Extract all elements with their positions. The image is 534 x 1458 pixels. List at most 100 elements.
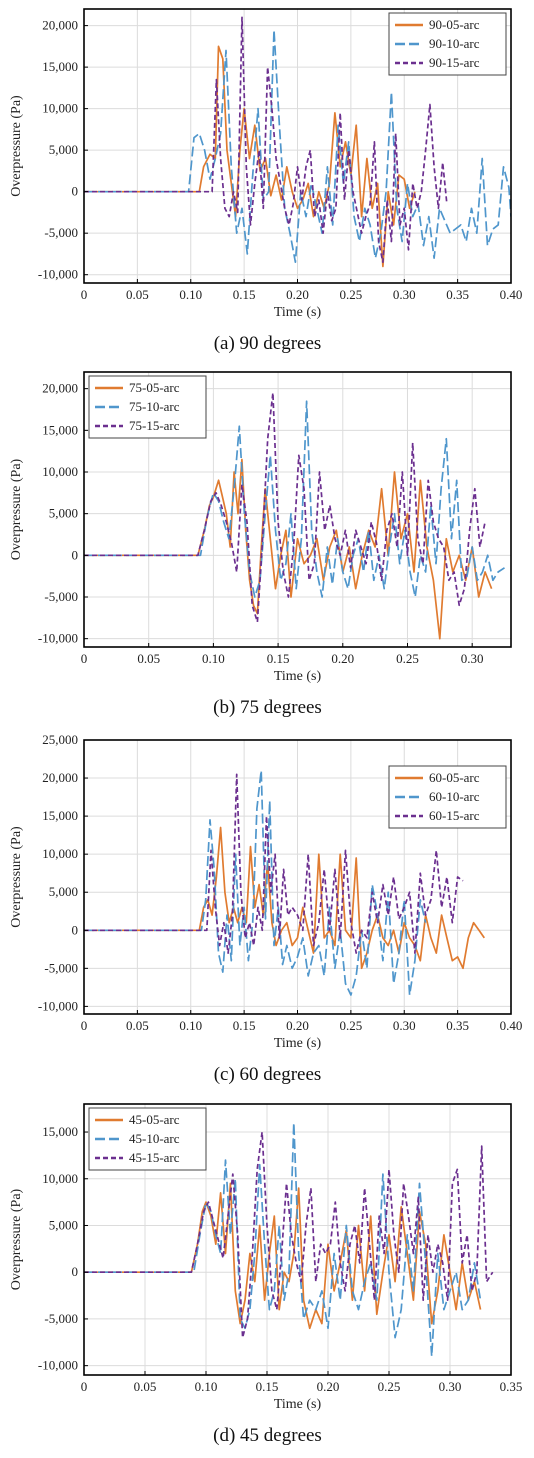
chart-caption: (d) 45 degrees <box>213 1425 322 1446</box>
plot-frame <box>83 371 512 648</box>
x-tick-label: 0.25 <box>378 1379 401 1394</box>
plot-frame <box>83 1103 512 1376</box>
legend: 60-05-arc 60-10-arc 60-15-arc <box>388 765 507 829</box>
y-tick-label: 0 <box>72 547 79 562</box>
series-line-45-05-arc <box>84 1182 482 1330</box>
y-tick-label: -10,000 <box>38 631 78 646</box>
y-tick-label: 15,000 <box>42 808 78 823</box>
y-tick-label: 0 <box>72 184 79 199</box>
series-line-90-10-arc <box>84 28 511 264</box>
x-tick-label: 0 <box>81 651 88 666</box>
y-tick-label: 20,000 <box>42 381 78 396</box>
x-tick-label: 0.40 <box>500 287 523 302</box>
y-tick-label: 10,000 <box>42 846 78 861</box>
y-tick-label: -5,000 <box>44 225 78 240</box>
x-tick-label: 0.25 <box>396 651 419 666</box>
y-axis-label: Overpressure (Pa) <box>9 826 24 928</box>
y-tick-label: 25,000 <box>42 732 78 747</box>
x-tick-label: 0 <box>81 1379 88 1394</box>
legend-entry: 45-05-arc <box>129 1112 180 1127</box>
legend: 45-05-arc 45-10-arc 45-15-arc <box>88 1107 207 1171</box>
x-tick-label: 0.05 <box>126 1018 149 1033</box>
series-line-60-15-arc <box>84 773 464 954</box>
x-tick-label: 0.15 <box>256 1379 279 1394</box>
x-tick-label: 0 <box>81 287 88 302</box>
y-tick-label: 5,000 <box>49 884 78 899</box>
x-tick-label: 0.15 <box>233 287 256 302</box>
series-line-75-15-arc <box>84 391 486 623</box>
x-tick-label: 0.35 <box>446 1018 469 1033</box>
x-tick-label: 0.15 <box>267 651 290 666</box>
y-tick-label: 10,000 <box>42 1171 78 1186</box>
x-tick-label: 0.30 <box>461 651 484 666</box>
y-tick-label: 15,000 <box>42 59 78 74</box>
x-tick-label: 0.10 <box>195 1379 218 1394</box>
x-tick-label: 0 <box>81 1018 88 1033</box>
y-tick-label: 20,000 <box>42 770 78 785</box>
legend-entry: 60-10-arc <box>429 789 480 804</box>
chart-caption: (a) 90 degrees <box>214 333 322 354</box>
y-axis-label: Overpressure (Pa) <box>9 458 24 560</box>
legend-box <box>88 375 207 439</box>
x-tick-label: 0.10 <box>202 651 225 666</box>
y-tick-label: 10,000 <box>42 464 78 479</box>
y-tick-label: 0 <box>72 1264 79 1279</box>
x-tick-label: 0.20 <box>286 287 309 302</box>
chart-panel-3: 0 0.05 0.10 0.15 0.20 0.25 0.30 0.35 -10,000 -5,0… <box>9 1103 522 1446</box>
legend-entry: 75-10-arc <box>129 399 180 414</box>
x-tick-label: 0.05 <box>126 287 149 302</box>
x-tick-label: 0.25 <box>340 287 363 302</box>
legend: 75-05-arc 75-10-arc 75-15-arc <box>88 375 207 439</box>
y-tick-label: -10,000 <box>38 1358 78 1373</box>
y-axis-label: Overpressure (Pa) <box>9 1188 24 1290</box>
x-axis-label: Time (s) <box>274 669 322 684</box>
x-tick-label: 0.30 <box>439 1379 462 1394</box>
y-tick-label: 20,000 <box>42 18 78 33</box>
y-tick-label: 5,000 <box>49 142 78 157</box>
x-tick-label: 0.05 <box>137 651 160 666</box>
y-tick-label: 10,000 <box>42 101 78 116</box>
legend: 90-05-arc 90-10-arc 90-15-arc <box>388 12 507 76</box>
series-line-45-10-arc <box>84 1121 482 1358</box>
x-tick-label: 0.05 <box>134 1379 157 1394</box>
y-tick-label: 5,000 <box>49 1217 78 1232</box>
y-tick-label: 15,000 <box>42 1124 78 1139</box>
x-axis-label: Time (s) <box>274 1397 322 1412</box>
series-line-90-05-arc <box>84 45 416 268</box>
legend-entry: 45-15-arc <box>129 1150 180 1165</box>
series-line-45-15-arc <box>84 1131 494 1339</box>
y-tick-label: -5,000 <box>44 1311 78 1326</box>
y-axis-label: Overpressure (Pa) <box>9 95 24 197</box>
legend-box <box>88 1107 207 1171</box>
legend-entry: 75-15-arc <box>129 418 180 433</box>
y-tick-label: 0 <box>72 922 79 937</box>
chart-caption: (c) 60 degrees <box>214 1064 322 1085</box>
x-tick-label: 0.10 <box>179 1018 202 1033</box>
legend-entry: 60-15-arc <box>429 808 480 823</box>
chart-panel-1: 0 0.05 0.10 0.15 0.20 0.25 0.30 -10,000 -5,000 0 5… <box>9 371 512 718</box>
legend-entry: 60-05-arc <box>429 770 480 785</box>
x-axis-label: Time (s) <box>274 305 322 320</box>
x-tick-label: 0.15 <box>233 1018 256 1033</box>
x-tick-label: 0.35 <box>446 287 469 302</box>
x-tick-label: 0.30 <box>393 1018 416 1033</box>
x-tick-label: 0.25 <box>340 1018 363 1033</box>
chart-caption: (b) 75 degrees <box>213 697 322 718</box>
legend-entry: 45-10-arc <box>129 1131 180 1146</box>
x-tick-label: 0.20 <box>331 651 354 666</box>
legend-box <box>388 12 507 76</box>
x-tick-label: 0.20 <box>286 1018 309 1033</box>
y-tick-label: -5,000 <box>44 589 78 604</box>
y-tick-label: -5,000 <box>44 960 78 975</box>
legend-entry: 90-05-arc <box>429 17 480 32</box>
x-tick-label: 0.40 <box>500 1018 523 1033</box>
series-line-60-10-arc <box>84 769 427 996</box>
x-tick-label: 0.10 <box>179 287 202 302</box>
y-tick-label: -10,000 <box>38 998 78 1013</box>
y-tick-label: -10,000 <box>38 267 78 282</box>
y-tick-label: 5,000 <box>49 506 78 521</box>
x-tick-label: 0.30 <box>393 287 416 302</box>
legend-entry: 90-10-arc <box>429 36 480 51</box>
